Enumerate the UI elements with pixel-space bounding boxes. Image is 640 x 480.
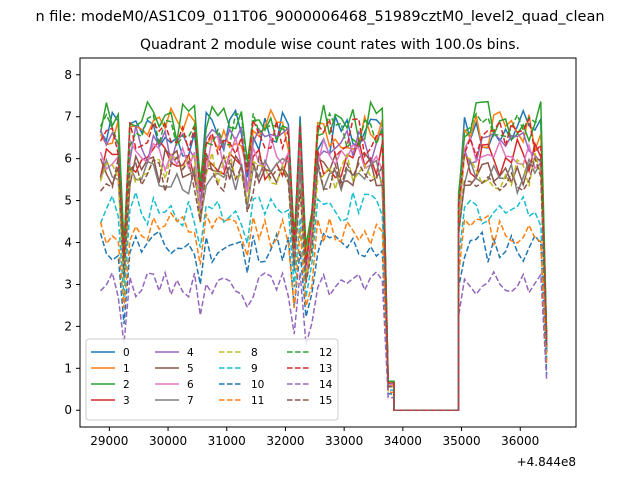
legend-label-9: 9 <box>251 363 258 375</box>
legend-label-11: 11 <box>251 395 264 407</box>
legend-label-1: 1 <box>123 363 130 375</box>
y-tick-label: 4 <box>64 236 72 250</box>
legend-label-6: 6 <box>187 379 194 391</box>
y-tick-label: 6 <box>64 152 72 166</box>
legend-label-8: 8 <box>251 347 258 359</box>
series-line-6 <box>99 135 548 411</box>
x-tick-label: 34000 <box>384 434 422 448</box>
y-axis: 0 1 2 3 4 5 6 7 8 <box>64 68 80 417</box>
legend-box <box>85 338 339 421</box>
series-layer <box>99 99 548 411</box>
series-line-13 <box>99 116 548 411</box>
x-axis: 29000 30000 31000 32000 33000 34000 35000 36000 <box>90 427 539 448</box>
series-line-14 <box>99 270 548 411</box>
y-tick-label: 7 <box>64 110 72 124</box>
series-line-11 <box>99 211 548 411</box>
legend-label-12: 12 <box>319 347 332 359</box>
series-line-15 <box>99 154 548 411</box>
y-tick-label: 8 <box>64 68 72 82</box>
y-tick-label: 3 <box>64 277 72 291</box>
x-offset-label: +4.844e8 <box>517 455 576 469</box>
y-tick-label: 0 <box>64 403 72 417</box>
legend-label-3: 3 <box>123 395 130 407</box>
x-tick-label: 35000 <box>442 434 480 448</box>
legend-label-4: 4 <box>187 347 194 359</box>
legend-label-0: 0 <box>123 347 130 359</box>
x-tick-label: 33000 <box>325 434 363 448</box>
chart-title: Quadrant 2 module wise count rates with … <box>140 37 520 53</box>
x-tick-label: 30000 <box>149 434 187 448</box>
y-tick-label: 2 <box>64 319 72 333</box>
x-tick-label: 32000 <box>266 434 304 448</box>
legend-label-14: 14 <box>319 379 333 391</box>
figure-suptitle: n file: modeM0/AS1C09_011T06_9000006468_… <box>35 9 604 25</box>
legend-label-5: 5 <box>187 363 194 375</box>
legend-label-13: 13 <box>319 363 332 375</box>
legend-label-15: 15 <box>319 395 332 407</box>
series-line-10 <box>99 230 548 411</box>
y-tick-label: 1 <box>64 361 72 375</box>
legend-label-2: 2 <box>123 379 130 391</box>
x-tick-label: 36000 <box>501 434 539 448</box>
x-tick-label: 31000 <box>208 434 246 448</box>
series-line-12 <box>99 111 548 411</box>
series-line-5 <box>99 147 548 411</box>
x-tick-label: 29000 <box>90 434 128 448</box>
legend-label-10: 10 <box>251 379 264 391</box>
y-tick-label: 5 <box>64 194 72 208</box>
legend-label-7: 7 <box>187 395 194 407</box>
